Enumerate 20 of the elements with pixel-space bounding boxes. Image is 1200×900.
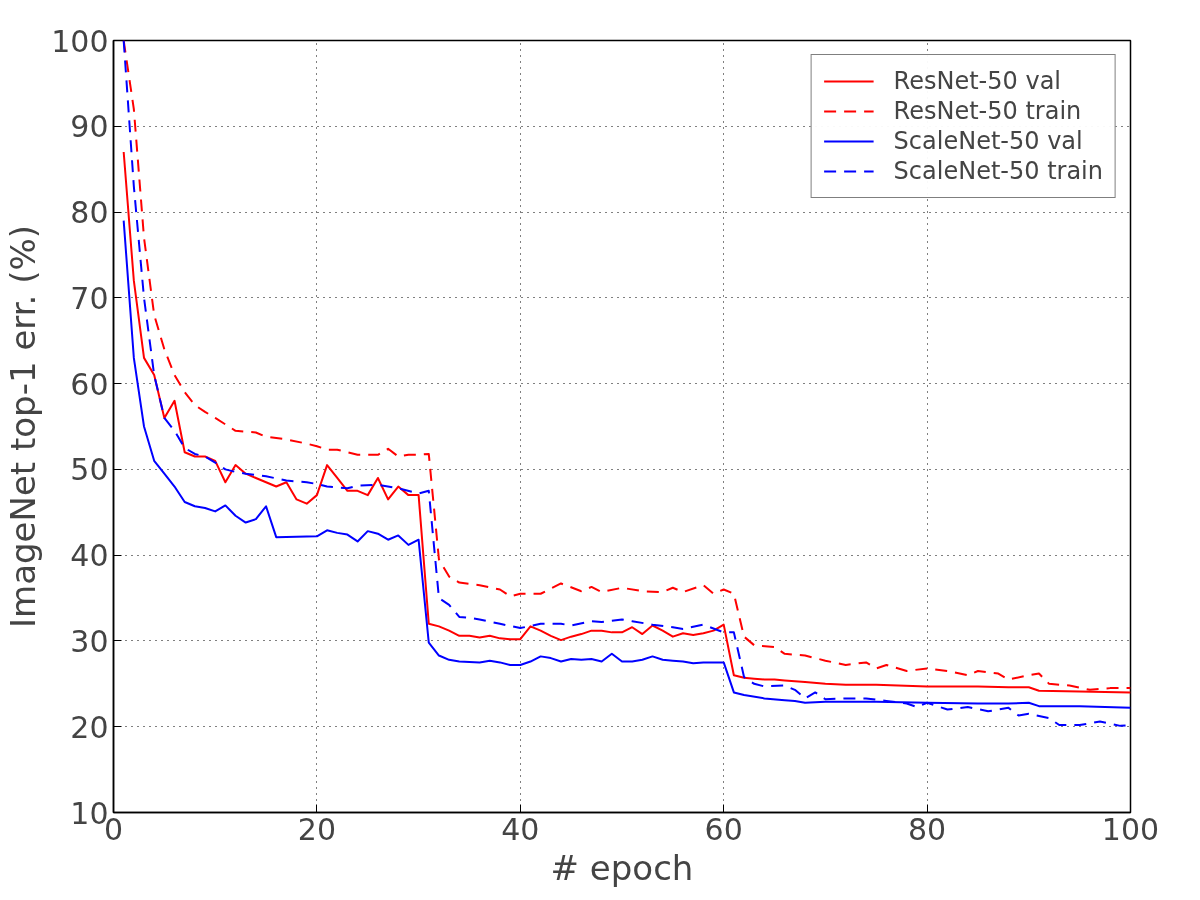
y-axis-title: ImageNet top-1 err. (%) xyxy=(3,224,44,628)
x-tick-label: 60 xyxy=(704,811,743,847)
x-tick-label: 20 xyxy=(297,811,336,847)
y-tick-label: 60 xyxy=(70,366,109,402)
legend-label: ResNet-50 train xyxy=(893,97,1082,125)
y-tick-label: 40 xyxy=(70,538,109,574)
y-tick-label: 20 xyxy=(70,709,109,745)
x-axis-title: # epoch xyxy=(550,847,694,888)
y-tick-label: 70 xyxy=(70,280,109,316)
y-tick-label: 100 xyxy=(51,23,109,59)
y-tick-label: 30 xyxy=(70,623,109,659)
legend-label: ScaleNet-50 val xyxy=(893,127,1083,155)
x-tick-label: 100 xyxy=(1101,811,1160,847)
y-tick-label: 80 xyxy=(70,195,109,231)
y-tick-label: 50 xyxy=(70,452,109,488)
x-tick-label: 80 xyxy=(908,811,947,847)
x-tick-label: 40 xyxy=(501,811,540,847)
legend-label: ResNet-50 val xyxy=(893,67,1062,95)
y-tick-label: 90 xyxy=(70,109,109,145)
legend-label: ScaleNet-50 train xyxy=(893,157,1103,185)
